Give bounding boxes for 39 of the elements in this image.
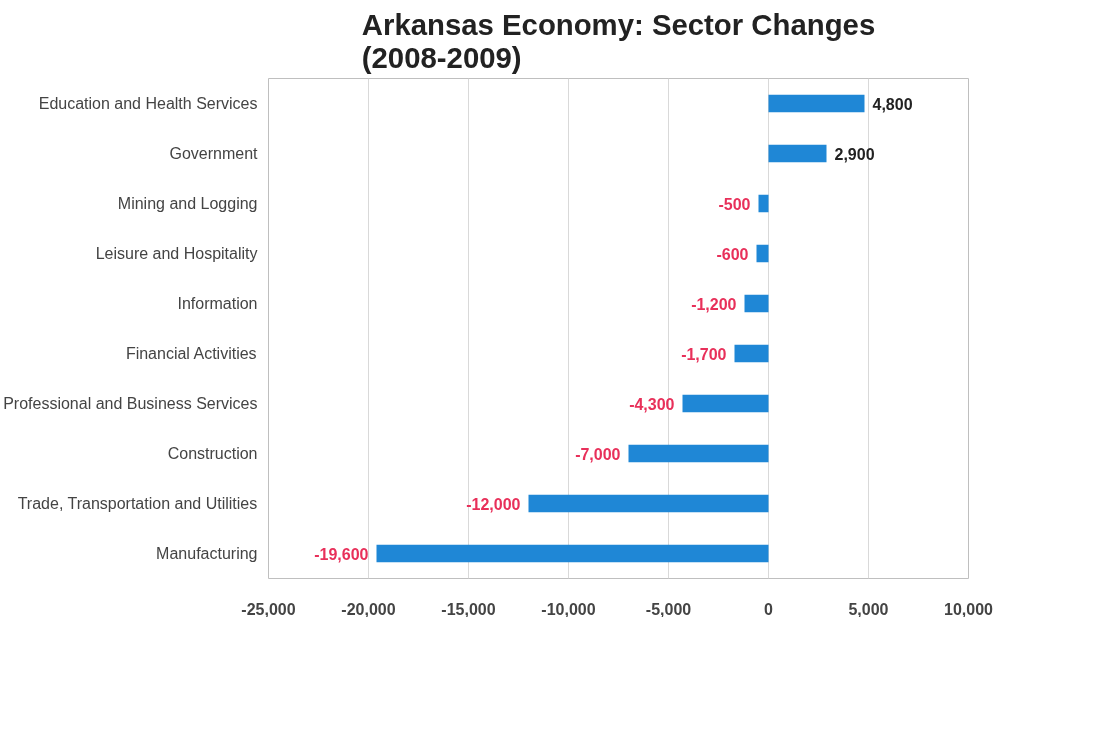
data-label: -19,600	[314, 545, 369, 563]
chart-title: Arkansas Economy: Sector Changes (2008-2009)	[361, 7, 876, 74]
y-tick-label: Mining and Logging	[117, 195, 258, 212]
y-tick-label: Manufacturing	[156, 545, 258, 562]
bar	[682, 394, 769, 413]
data-label: 4,800	[872, 95, 913, 113]
x-tick-label: -15,000	[441, 600, 496, 618]
data-label: -7,000	[575, 445, 621, 463]
y-tick-label: Government	[169, 145, 259, 162]
bar	[756, 244, 769, 263]
bar	[758, 194, 769, 213]
bar	[768, 144, 827, 163]
y-tick-label: Leisure and Hospitality	[95, 245, 258, 262]
data-label: -1,200	[691, 295, 737, 313]
x-tick-label: -10,000	[541, 600, 596, 618]
x-tick-label: 5,000	[848, 600, 889, 618]
data-label: -1,700	[681, 345, 727, 363]
data-label: -12,000	[466, 495, 521, 513]
x-tick-label: -5,000	[645, 600, 692, 618]
data-label: 2,900	[834, 145, 875, 163]
y-tick-label: Education and Health Services	[38, 95, 258, 112]
y-tick-label: Construction	[167, 445, 258, 462]
bar	[768, 94, 865, 113]
data-label: -500	[718, 195, 751, 213]
x-tick-label: -20,000	[341, 600, 396, 618]
bar	[376, 544, 769, 563]
y-tick-label: Information	[177, 295, 258, 312]
bar	[744, 294, 769, 313]
bar	[528, 494, 769, 513]
x-tick-label: 0	[764, 600, 774, 618]
y-tick-label: Professional and Business Services	[3, 395, 258, 412]
bar	[628, 444, 769, 463]
y-tick-label: Financial Activities	[125, 345, 257, 362]
x-tick-label: -25,000	[241, 600, 296, 618]
data-label: -600	[716, 245, 749, 263]
bar	[734, 344, 769, 363]
y-tick-label: Trade, Transportation and Utilities	[17, 495, 258, 512]
data-label: -4,300	[629, 395, 675, 413]
x-tick-label: 10,000	[944, 600, 994, 618]
